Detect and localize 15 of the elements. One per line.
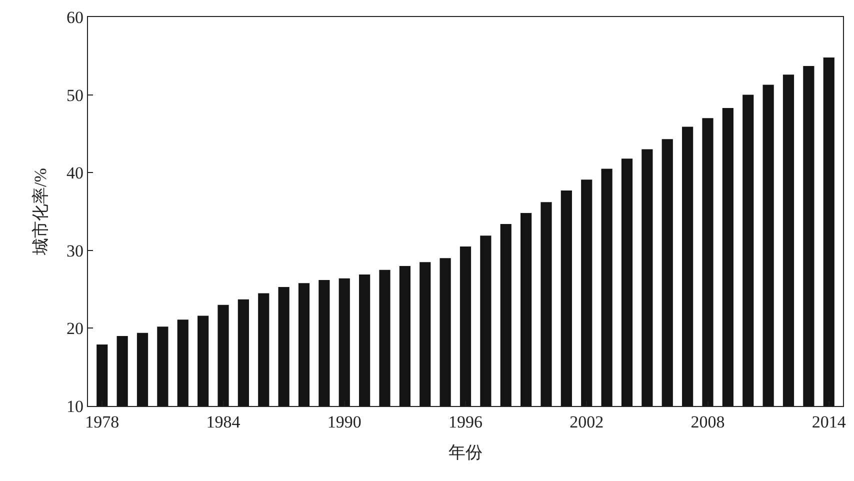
x-tick-label: 1996 xyxy=(448,412,482,432)
y-tick-label: 40 xyxy=(66,164,84,183)
y-tick-label: 10 xyxy=(66,396,84,416)
x-tick-label: 2002 xyxy=(570,412,604,432)
x-tick-label: 1978 xyxy=(85,412,120,432)
y-tick-label: 30 xyxy=(66,241,84,260)
x-tick-label: 2008 xyxy=(690,412,725,432)
y-tick-label: 20 xyxy=(66,319,84,338)
y-axis-title: 城市化率/% xyxy=(31,168,50,256)
x-tick-label: 2014 xyxy=(812,412,846,432)
x-axis-title: 年份 xyxy=(448,442,482,462)
y-tick-label: 50 xyxy=(66,86,84,105)
y-tick-label: 60 xyxy=(66,8,84,27)
x-tick-label: 1984 xyxy=(206,412,241,432)
x-tick-label: 1990 xyxy=(327,412,362,432)
